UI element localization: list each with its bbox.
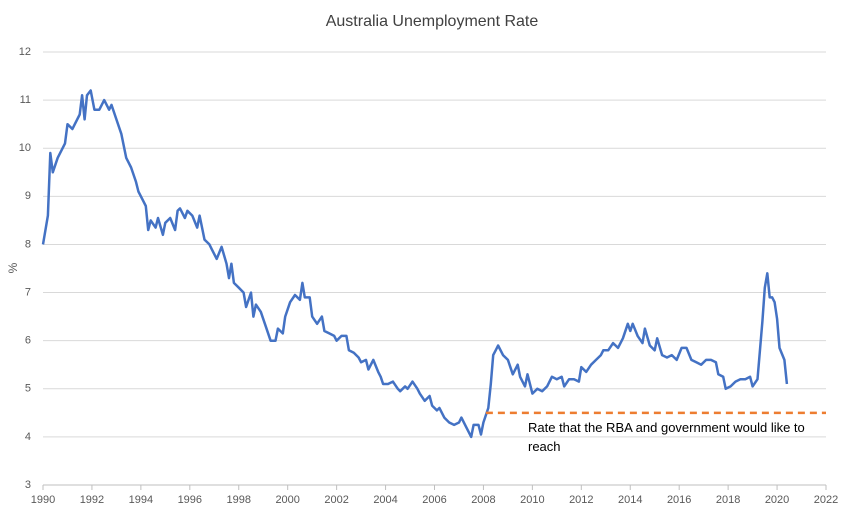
y-tick-label: 7: [25, 286, 31, 298]
x-tick-label: 2006: [422, 494, 446, 506]
y-tick-label: 12: [19, 46, 31, 58]
x-tick-label: 1996: [178, 494, 202, 506]
y-tick-label: 5: [25, 383, 31, 395]
annotation: Rate that the RBA and government would l…: [528, 420, 805, 454]
y-tick-label: 10: [19, 142, 31, 154]
x-tick-label: 1992: [80, 494, 104, 506]
data-line: [41, 89, 789, 439]
y-tick-label: 3: [25, 479, 31, 491]
x-tick-label: 1990: [31, 494, 55, 506]
y-axis-label: %: [6, 262, 20, 273]
y-tick-label: 11: [20, 94, 31, 106]
x-tick-label: 2012: [569, 494, 593, 506]
chart-title: Australia Unemployment Rate: [326, 13, 539, 30]
x-tick-label: 2000: [275, 494, 299, 506]
x-tick-label: 2016: [667, 494, 691, 506]
x-tick-label: 1998: [227, 494, 251, 506]
x-tick-label: 2014: [618, 494, 642, 506]
x-tick-label: 1994: [129, 494, 153, 506]
y-tick-label: 8: [25, 238, 31, 250]
x-tick-label: 2010: [520, 494, 544, 506]
x-tick-label: 2002: [324, 494, 348, 506]
y-tick-label: 4: [25, 431, 31, 443]
x-tick-label: 2008: [471, 494, 495, 506]
y-tick-label: 9: [25, 190, 31, 202]
x-tick-label: 2018: [716, 494, 740, 506]
x-tick-label: 2020: [765, 494, 789, 506]
x-tick-label: 2022: [814, 494, 838, 506]
x-tick-label: 2004: [373, 494, 397, 506]
y-tick-label: 6: [25, 335, 31, 347]
